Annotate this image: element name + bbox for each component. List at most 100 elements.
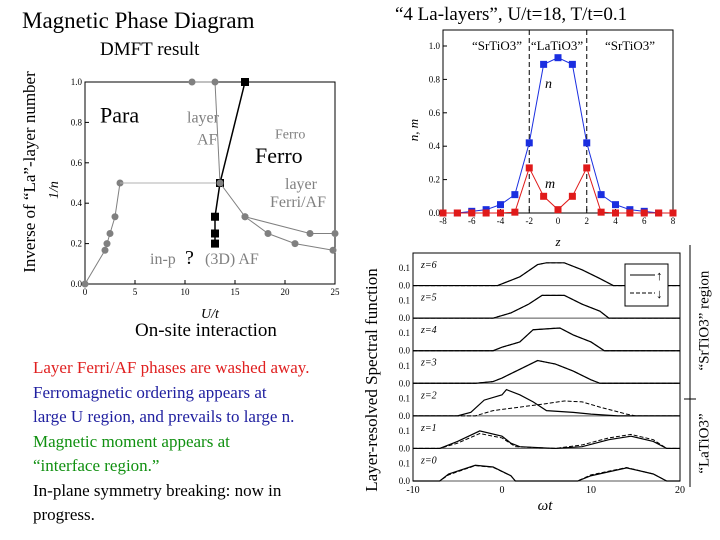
x-tick-label: 4 [613,216,618,226]
phase-label: Ferro [275,128,305,143]
data-point-m [568,192,576,200]
data-point-m [468,209,476,217]
phase-label: layer [187,109,220,126]
y-tick-label: 0.1 [399,328,410,338]
y-tick-label: 1.0 [429,41,441,51]
x-tick-label: 5 [133,287,138,297]
phase-label: Ferro [255,143,303,168]
x-tick-label: 8 [671,216,676,226]
panel-label: z=0 [420,455,437,466]
data-point [101,246,109,254]
series-label-n: n [545,77,552,92]
y-tick-label: 0.0 [399,443,411,453]
data-point [291,240,299,248]
data-point-n [525,139,533,147]
spin-up-curve [413,327,680,352]
data-point-m [554,206,562,214]
panel-label: z=4 [420,325,437,336]
note-line: “interface region.” [33,456,160,475]
data-point-m [525,164,533,172]
data-point-m [453,209,461,217]
y-tick-label: 0.1 [399,296,410,306]
x-tick-label: 0 [500,485,505,496]
data-point [103,240,111,248]
data-point-m [540,192,548,200]
data-point-m [511,208,519,216]
spin-down-curve [413,465,680,482]
spin-up-curve [413,262,680,287]
data-point-n [612,201,619,209]
x-tick-label: -6 [468,216,476,226]
x-axis-label: z [554,234,560,249]
y-tick-label: 0.4 [71,198,83,208]
data-point [331,230,339,237]
y-tick-label: 0.0 [399,378,411,388]
x-tick-label: 2 [585,216,590,226]
y-tick-label: 0.6 [71,158,83,168]
series-line-n [443,57,673,214]
data-point [264,230,272,237]
note-line: In-plane symmetry breaking: now in [33,480,282,500]
y-tick-label: 0.0 [399,313,411,323]
slide-title: Magnetic Phase Diagram [22,8,255,33]
spin-down-curve [413,360,680,384]
note-line: Ferromagnetic ordering appears at [33,382,267,402]
panel-label: z=1 [420,423,437,434]
data-point [81,280,89,288]
spin-down-curve [413,327,680,352]
x-tick-label: -10 [406,485,419,496]
data-point [111,213,119,221]
data-point [188,78,196,86]
y-tick-label: 0.1 [399,393,410,403]
data-point [211,239,219,248]
panel-label: z=6 [420,260,437,271]
spin-up-curve [413,359,680,384]
x-tick-label: 6 [642,216,647,226]
y-tick-label: 0.2 [71,239,82,249]
y-tick-label: 0.0 [399,346,411,356]
legend-box [624,263,669,307]
y-tick-label: 0.1 [399,263,410,273]
data-point-n [554,54,562,62]
data-point-n [583,139,591,147]
y-tick-label: 0.0 [71,279,83,289]
x-tick-label: 0 [556,216,561,226]
y-tick-label: 0.0 [399,281,411,291]
note-line: Magnetic moment appears at [33,431,230,451]
y-tick-label: 0.0 [399,476,411,486]
phase-boundary-line [84,182,121,285]
spin-up-curve [413,294,680,319]
data-point-m [497,209,504,217]
data-point [216,179,224,187]
region-label: “LaTiO3” [531,38,583,53]
panel-label: z=3 [420,358,437,369]
series-label-m: m [545,177,555,192]
data-point [211,229,219,238]
spin-down-curve [413,400,680,417]
phase-boundary-line [244,216,334,251]
y-tick-label: 0.1 [399,459,410,469]
data-point-m [439,209,447,217]
spin-down-curve [413,433,680,449]
data-point [211,212,219,221]
spin-up-curve [413,464,680,482]
data-point-n [597,191,605,199]
y-tick-label: 0.8 [429,74,441,84]
note-line: progress. [33,505,95,524]
x-tick-label: 10 [181,287,191,297]
y-tick-label: 0.8 [71,117,83,127]
legend-label-up: ↑ [656,268,663,283]
x-tick-label: 20 [675,485,685,496]
x-tick-label: 15 [231,287,241,297]
onsite-label: On-site interaction [135,320,277,341]
y-axis-label: 1/n [47,181,62,199]
data-point [241,78,249,86]
data-point-m [640,209,648,217]
x-tick-label: 0 [83,287,88,297]
data-point-m [583,164,591,172]
data-point [329,246,337,254]
phase-boundary-line [214,81,221,184]
phase-label: (3D) AF [205,251,259,268]
x-tick-label: 20 [281,287,291,297]
